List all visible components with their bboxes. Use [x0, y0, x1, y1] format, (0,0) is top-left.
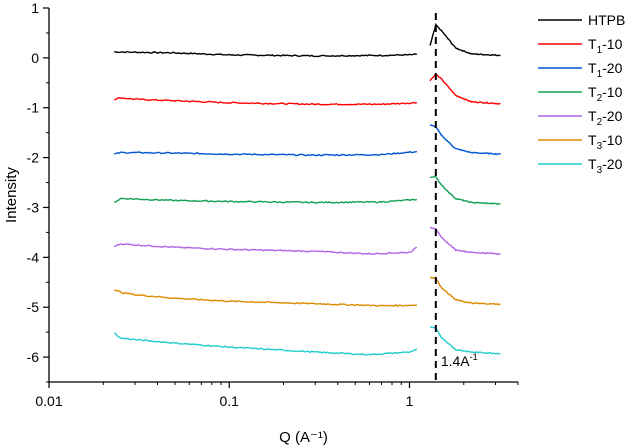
legend-label-sub: 2 [597, 93, 603, 104]
series-line-high-q [429, 226, 501, 256]
series-line-low-q [114, 50, 418, 58]
series-line-low-q [114, 197, 418, 204]
legend-item: T2-20 [538, 108, 623, 128]
legend-label-suffix: -10 [602, 36, 622, 52]
series-line-high-q [429, 326, 501, 355]
y-tick-label: -3 [27, 199, 40, 215]
x-tick-label: 1 [406, 393, 414, 409]
annotation-label: 1.4A-1 [441, 352, 478, 369]
legend-label: T1-20 [588, 60, 623, 80]
series-t2-10 [114, 175, 501, 205]
legend-item: T3-10 [538, 132, 623, 152]
legend-label: T3-20 [588, 156, 623, 176]
legend-label-suffix: -20 [602, 156, 622, 172]
series-line-low-q [113, 96, 418, 106]
y-tick-label: -6 [27, 349, 40, 365]
legend-label-base: T [588, 84, 597, 100]
y-tick-label: -5 [27, 299, 40, 315]
y-tick-label: 1 [31, 0, 39, 16]
legend-item: T3-20 [538, 156, 623, 176]
x-tick-label: 0.01 [35, 393, 62, 409]
legend-item: HTPB [538, 12, 625, 28]
series-t1-10 [113, 73, 501, 106]
legend-label-suffix: -20 [602, 108, 622, 124]
series-t2-20 [114, 226, 501, 256]
legend-item: T1-10 [538, 36, 623, 56]
annotation-label-base: 1.4A [441, 353, 470, 369]
series-line-low-q [114, 150, 417, 157]
y-tick-label: -1 [27, 100, 40, 116]
series-line-high-q [429, 22, 501, 57]
series-line-high-q [429, 124, 501, 156]
legend-label-sub: 1 [597, 69, 603, 80]
legend-label-sub: 3 [597, 141, 603, 152]
axes: 1 0 -1 -2 -3 -4 -5 -6 0.01 0.1 1 Intensity Q (A⁻¹) [3, 0, 519, 446]
legend-label-base: T [588, 132, 597, 148]
legend-label-suffix: -10 [602, 132, 622, 148]
legend-item: T2-10 [538, 84, 623, 104]
plot-area: 1.4A-1 [113, 12, 501, 385]
series-htpb [114, 22, 501, 58]
legend-label-suffix: -10 [602, 84, 622, 100]
legend-label-sub: 1 [597, 45, 603, 56]
series-t1-20 [114, 124, 501, 157]
y-tick-label: -2 [27, 150, 40, 166]
legend-label-sub: 3 [597, 165, 603, 176]
annotation-label-sup: -1 [470, 352, 478, 362]
series-line-low-q [113, 332, 418, 356]
legend-label-base: T [588, 60, 597, 76]
y-axis-title: Intensity [3, 167, 20, 223]
y-tick-label: -4 [27, 249, 40, 265]
legend-label: T2-20 [588, 108, 623, 128]
series-line-high-q [429, 175, 501, 205]
series-line-high-q [429, 73, 501, 105]
legend-item: T1-20 [538, 60, 623, 80]
legend-label: T3-10 [588, 132, 623, 152]
legend-label-suffix: -20 [602, 60, 622, 76]
legend-label: T1-10 [588, 36, 623, 56]
legend-label-base: T [588, 108, 597, 124]
legend-label-base: HTPB [588, 12, 625, 28]
legend-label-sub: 2 [597, 117, 603, 128]
series-t3-20 [113, 326, 501, 356]
series-line-low-q [114, 243, 418, 255]
y-tick-label: 0 [31, 50, 39, 66]
legend-label: HTPB [588, 12, 625, 28]
series-line-low-q [114, 289, 417, 307]
series-t3-10 [114, 276, 501, 307]
x-axis-title: Q (A⁻¹) [279, 429, 328, 446]
legend-label: T2-10 [588, 84, 623, 104]
legend-label-base: T [588, 156, 597, 172]
x-tick-label: 0.1 [220, 393, 240, 409]
legend-label-base: T [588, 36, 597, 52]
series-line-high-q [430, 276, 501, 306]
